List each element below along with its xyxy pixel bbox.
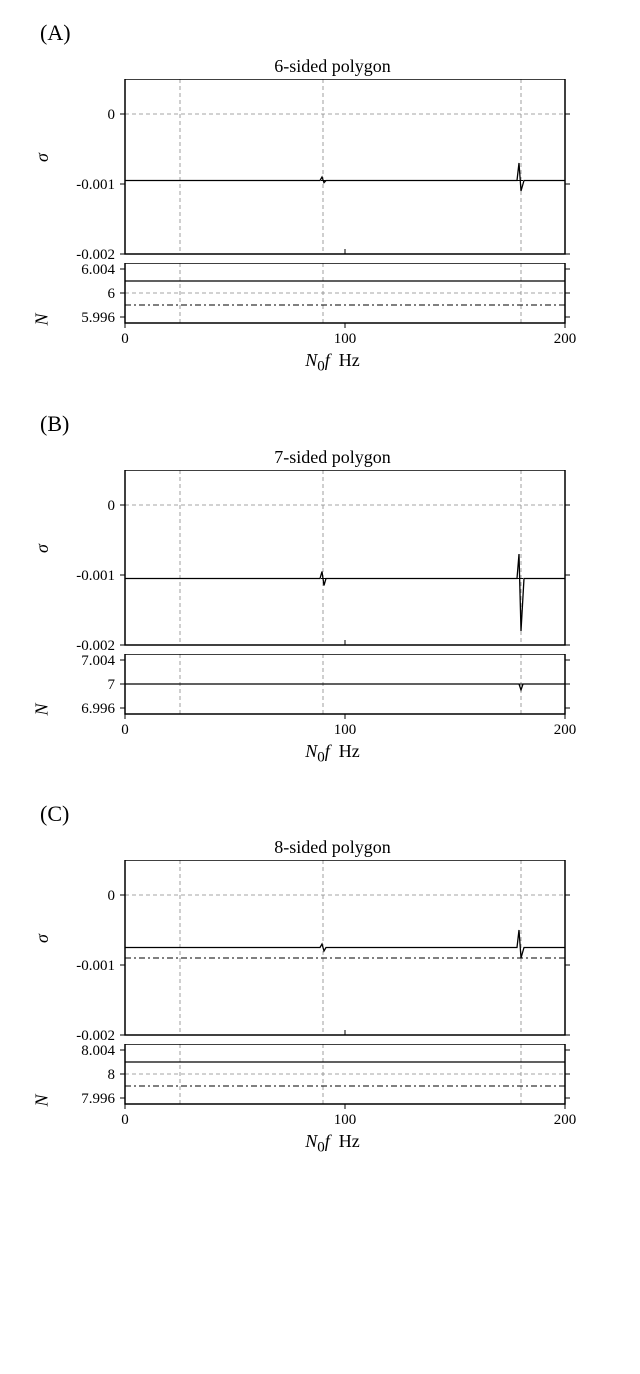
sigma-solid-series: [125, 163, 565, 191]
ytick-label: 0: [108, 498, 116, 514]
xtick-label: 100: [334, 1112, 357, 1128]
n-chart: N 8.004 8 7.996 0 100 200 N0f Hz: [30, 1044, 610, 1157]
chart-title: 8-sided polygon: [55, 837, 610, 858]
ytick-label: 8: [108, 1067, 116, 1083]
sigma-chart: σ7-sided polygon 0 -0.001 -0.002: [30, 447, 610, 650]
sigma-chart: σ6-sided polygon 0 -0.001 -0.002: [30, 56, 610, 259]
n-ylabel: N: [30, 263, 55, 376]
xtick-label: 200: [554, 1112, 577, 1128]
xtick-label: 100: [334, 331, 357, 347]
ytick-label: 7.996: [81, 1091, 115, 1107]
ytick-label: 6: [108, 286, 116, 302]
ytick-label: -0.002: [76, 638, 115, 650]
n-ylabel: N: [30, 1044, 55, 1157]
ytick-label: -0.002: [76, 247, 115, 259]
xtick-label: 200: [554, 722, 577, 738]
ytick-label: -0.002: [76, 1028, 115, 1040]
sigma-ylabel: σ: [30, 837, 55, 1040]
sigma-solid-series: [125, 554, 565, 631]
xtick-label: 0: [121, 331, 129, 347]
ytick-label: 0: [108, 107, 116, 123]
chart-title: 6-sided polygon: [55, 56, 610, 77]
panel-label: (B): [40, 411, 610, 437]
chart-title: 7-sided polygon: [55, 447, 610, 468]
sigma-chart: σ8-sided polygon 0 -0.001 -0.002: [30, 837, 610, 1040]
panel: (C) σ8-sided polygon 0 -0.001 -0.002 N 8.004 8 7…: [30, 801, 610, 1157]
ytick-label: 0: [108, 888, 116, 904]
ytick-label: 7.004: [81, 654, 115, 669]
sigma-ylabel: σ: [30, 56, 55, 259]
n-ylabel: N: [30, 654, 55, 767]
xlabel: N0f Hz: [55, 1131, 610, 1157]
xtick-label: 200: [554, 331, 577, 347]
ytick-label: 6.996: [81, 701, 115, 717]
ytick-label: 8.004: [81, 1044, 115, 1059]
panel: (B) σ7-sided polygon 0 -0.001 -0.002 N 7.004 7 6…: [30, 411, 610, 767]
ytick-label: -0.001: [76, 568, 115, 584]
ytick-label: 7: [108, 677, 116, 693]
panel: (A) σ6-sided polygon 0 -0.001 -0.002 N 6.004 6 5…: [30, 20, 610, 376]
n-chart: N 6.004 6 5.996 0 100 200 N0f Hz: [30, 263, 610, 376]
panel-label: (A): [40, 20, 610, 46]
xlabel: N0f Hz: [55, 350, 610, 376]
ytick-label: -0.001: [76, 958, 115, 974]
panel-label: (C): [40, 801, 610, 827]
sigma-ylabel: σ: [30, 447, 55, 650]
sigma-solid-series: [125, 930, 565, 958]
xtick-label: 100: [334, 722, 357, 738]
xtick-label: 0: [121, 722, 129, 738]
xlabel: N0f Hz: [55, 741, 610, 767]
xtick-label: 0: [121, 1112, 129, 1128]
ytick-label: -0.001: [76, 177, 115, 193]
n-solid-series: [125, 684, 565, 690]
ytick-label: 6.004: [81, 263, 115, 278]
n-chart: N 7.004 7 6.996 0 100 200 N0f Hz: [30, 654, 610, 767]
ytick-label: 5.996: [81, 310, 115, 326]
